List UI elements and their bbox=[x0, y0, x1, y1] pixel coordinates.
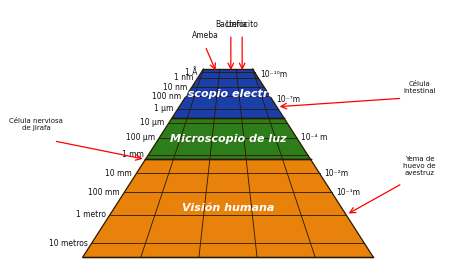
Text: Ameba: Ameba bbox=[191, 31, 218, 40]
Text: 10 nm: 10 nm bbox=[163, 82, 187, 92]
Text: 10⁻²m: 10⁻²m bbox=[323, 169, 347, 178]
Polygon shape bbox=[172, 69, 283, 118]
Polygon shape bbox=[82, 159, 373, 257]
Text: Microscopio electrónico: Microscopio electrónico bbox=[153, 89, 302, 99]
Text: 1 metro: 1 metro bbox=[76, 210, 105, 219]
Text: 1 μm: 1 μm bbox=[154, 104, 173, 113]
Text: 1 mm: 1 mm bbox=[122, 150, 144, 159]
Text: 10 metros: 10 metros bbox=[48, 239, 87, 247]
Text: 1 Å: 1 Å bbox=[184, 67, 197, 76]
Text: 10 mm: 10 mm bbox=[105, 169, 132, 178]
Text: Visión humana: Visión humana bbox=[182, 203, 273, 213]
Text: 10⁻¹⁰m: 10⁻¹⁰m bbox=[260, 70, 287, 79]
Text: Bacteria: Bacteria bbox=[214, 19, 246, 28]
Polygon shape bbox=[145, 118, 310, 159]
Text: Linfocito: Linfocito bbox=[225, 19, 258, 28]
Text: 10⁻⁴ m: 10⁻⁴ m bbox=[300, 133, 327, 142]
Text: 10 μm: 10 μm bbox=[140, 118, 164, 127]
Text: Célula nerviosa
de jirafa: Célula nerviosa de jirafa bbox=[9, 118, 63, 131]
Text: Microscopio de luz: Microscopio de luz bbox=[169, 134, 286, 144]
Text: Célula
intestinal: Célula intestinal bbox=[403, 81, 435, 94]
Text: 100 nm: 100 nm bbox=[152, 92, 181, 101]
Text: 1 nm: 1 nm bbox=[174, 73, 193, 82]
Text: 10⁻⁷m: 10⁻⁷m bbox=[276, 95, 300, 104]
Text: 100 mm: 100 mm bbox=[88, 188, 120, 197]
Text: Yema de
huevo de
avestruz: Yema de huevo de avestruz bbox=[403, 156, 435, 176]
Text: 10⁻¹m: 10⁻¹m bbox=[335, 188, 359, 197]
Text: 100 μm: 100 μm bbox=[126, 133, 155, 142]
